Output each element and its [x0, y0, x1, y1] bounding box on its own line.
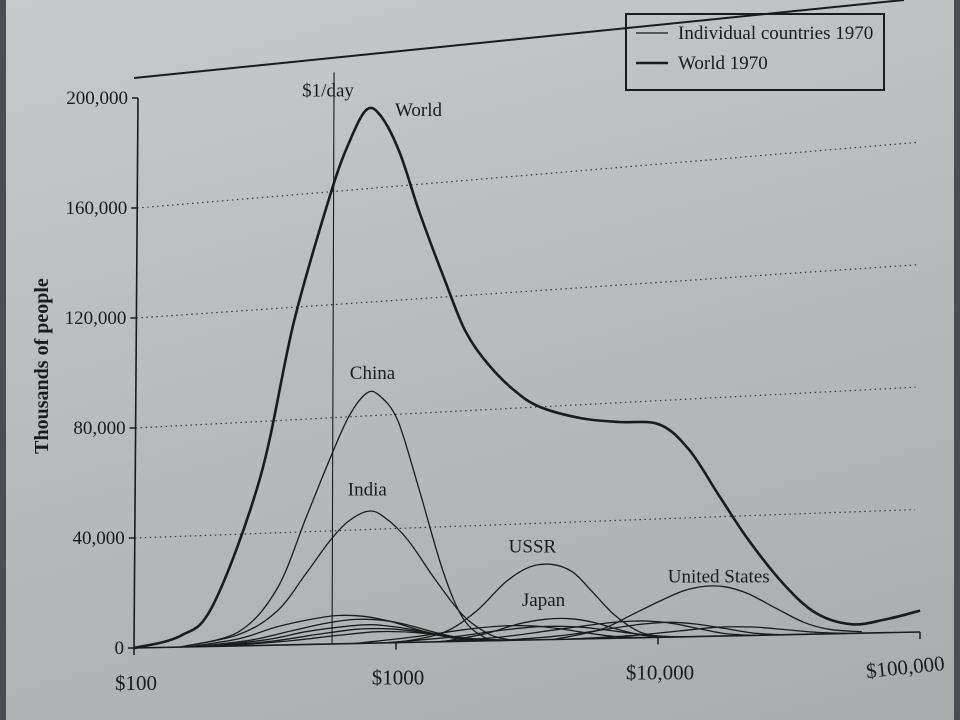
series-china-label: China [350, 363, 396, 384]
series-india [179, 510, 514, 648]
gridline [135, 386, 916, 429]
series-group [133, 106, 921, 650]
reference-line-group: $1/day [302, 72, 354, 644]
gridlines [134, 141, 918, 539]
page-curve-line [133, 0, 905, 79]
y-tick-label: 40,000 [73, 528, 125, 549]
y-tick-label: 0 [115, 638, 125, 659]
series-china [179, 390, 505, 648]
legend-world-label: World 1970 [678, 53, 768, 74]
legend-individual-label: Individual countries 1970 [678, 23, 873, 44]
y-tick-label: 160,000 [65, 198, 127, 219]
x-tick-label: $1000 [372, 666, 425, 690]
x-axis [133, 631, 921, 649]
legend-box [625, 13, 885, 91]
reference-line [331, 72, 335, 644]
gridline [137, 141, 918, 209]
y-axis [133, 97, 139, 649]
gridline [134, 509, 915, 539]
series-japan-label: Japan [522, 590, 566, 611]
legend: Individual countries 1970 World 1970 [625, 13, 885, 91]
y-tick-label: 80,000 [73, 418, 125, 439]
axes: 0 40,000 80,000 120,000 160,000 200,000 $100 $1… [65, 88, 946, 695]
series-united-states-label: United States [668, 566, 770, 587]
series-country-15 [567, 626, 846, 640]
series-united-states [553, 585, 862, 641]
y-axis-title: Thousands of people [31, 278, 53, 454]
series-country-10 [223, 630, 514, 647]
x-tick-label: $100 [115, 671, 157, 695]
series-india-label: India [348, 480, 388, 501]
gridline [136, 264, 917, 319]
reference-line-label: $1/day [302, 80, 354, 101]
series-world-label: World [395, 100, 443, 121]
page-curve [133, 0, 905, 79]
series-country-11 [355, 624, 647, 645]
y-tick-label: 120,000 [65, 308, 127, 329]
curve-labels: World China India USSR Japan United States [348, 100, 770, 611]
x-tick-label: $10,000 [626, 660, 694, 684]
series-country-13 [434, 620, 753, 643]
y-tick-label: 200,000 [66, 88, 128, 109]
series-country-9 [212, 627, 505, 648]
x-tick-label: $100,000 [865, 651, 946, 683]
series-country-14 [500, 621, 784, 642]
series-ussr-label: USSR [509, 537, 557, 558]
series-world [133, 106, 921, 650]
book-page [6, 0, 954, 720]
